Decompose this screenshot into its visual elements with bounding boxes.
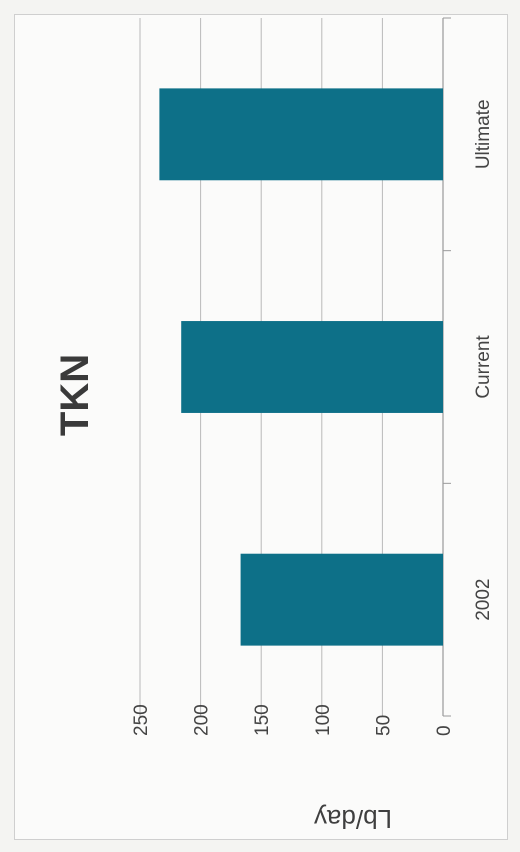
category-label-2002: 2002 — [473, 579, 494, 621]
bar-ultimate — [159, 88, 443, 181]
value-tick-label-50: 50 — [373, 715, 394, 736]
value-tick-label-200: 200 — [192, 704, 213, 736]
bar-current — [181, 321, 443, 413]
bar-2002 — [240, 553, 443, 646]
axes — [442, 17, 451, 717]
value-tick-label-100: 100 — [313, 704, 334, 736]
tick-labels: 0 50 100 150 200 250 2002 Current Ultimate — [131, 99, 494, 736]
value-tick-label-0: 0 — [434, 725, 455, 736]
value-tick-label-150: 150 — [252, 704, 273, 736]
chart-title: TKN — [53, 354, 97, 436]
y-axis-label: Lb/day — [314, 804, 392, 834]
value-tick-label-250: 250 — [131, 704, 152, 736]
bars — [159, 88, 443, 646]
category-label-current: Current — [473, 335, 494, 399]
category-label-ultimate: Ultimate — [473, 99, 494, 169]
